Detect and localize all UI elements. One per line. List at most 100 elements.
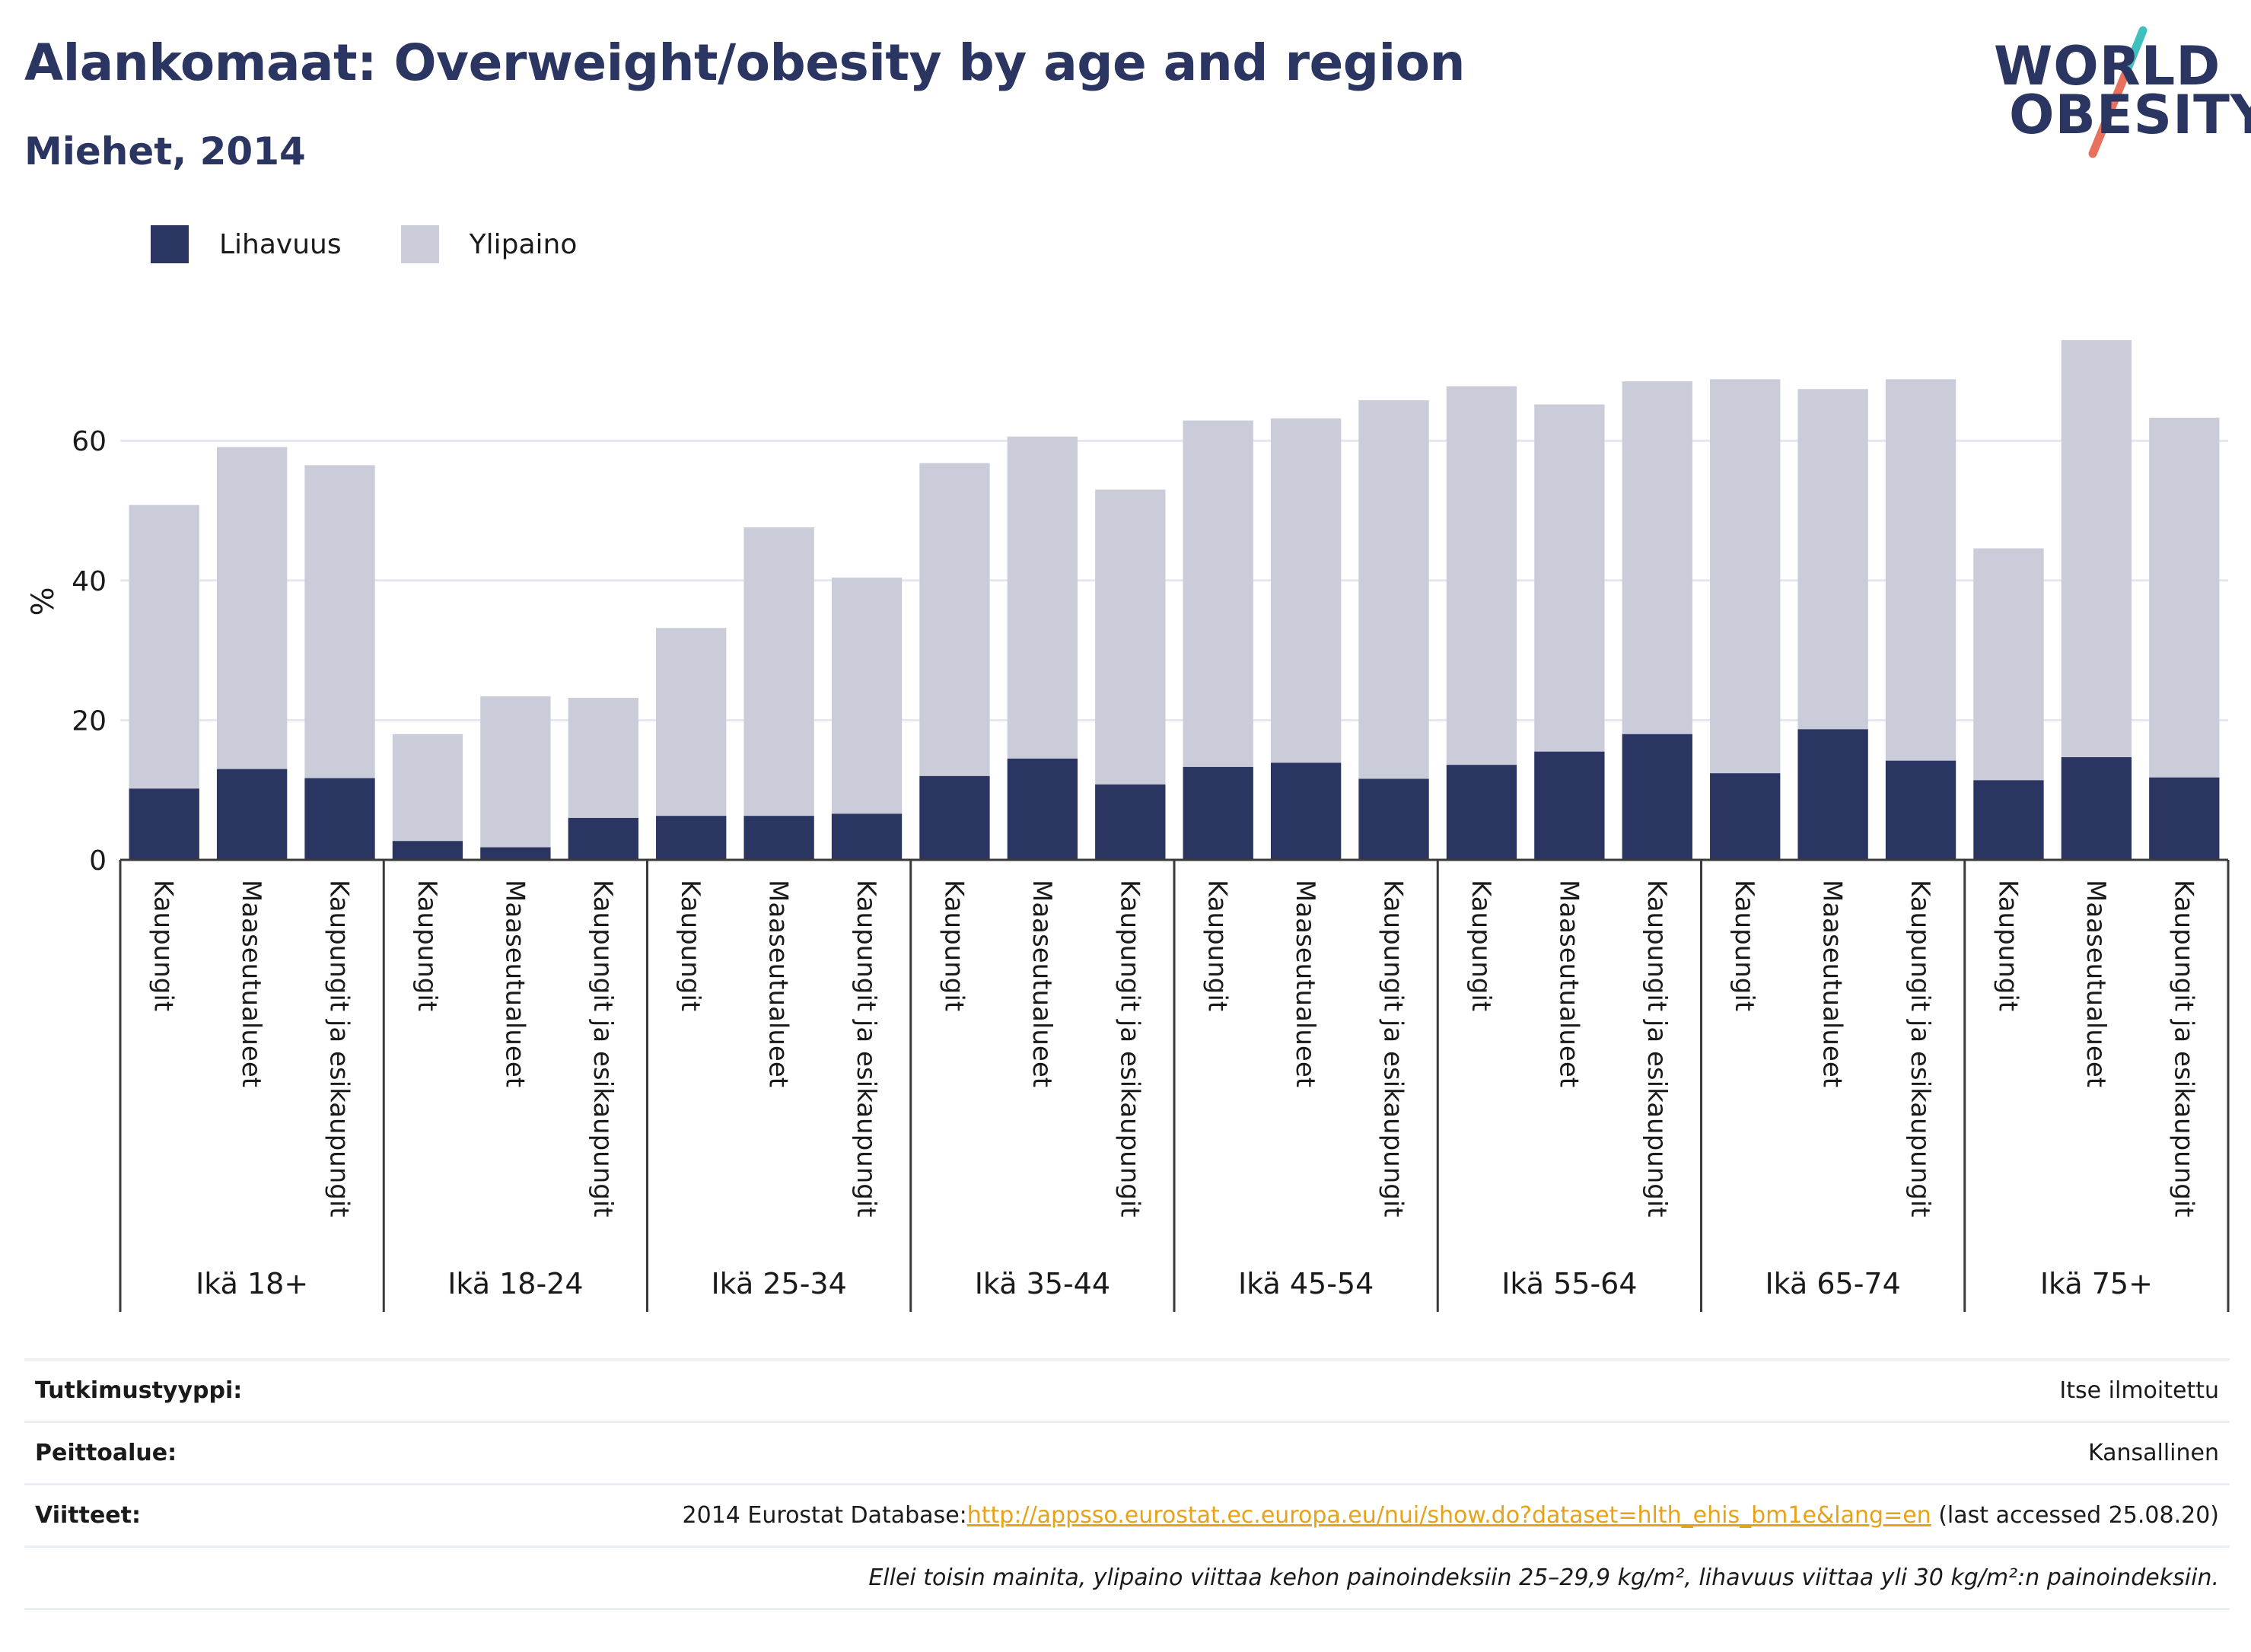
bar-obesity [480,847,551,860]
x-category-label: Maaseutualueet [2081,880,2111,1087]
x-category-label: Kaupungit ja esikaupungit [1378,880,1409,1218]
bar-obesity [392,841,463,860]
x-category-label: Kaupungit ja esikaupungit [324,880,355,1218]
references-link[interactable]: http://appsso.eurostat.ec.europa.eu/nui/… [966,1502,1931,1529]
x-category-label: Kaupungit [1202,880,1233,1011]
bar-obesity [656,816,727,860]
references-value: 2014 Eurostat Database:http://appsso.eur… [350,1483,2230,1547]
bar-obesity [1710,773,1781,860]
legend: Lihavuus Ylipaino [151,225,636,263]
bar-obesity [1622,734,1692,860]
bar-overweight [1446,386,1517,766]
x-group-label: Ikä 55-64 [1501,1267,1637,1300]
x-category-label: Kaupungit [675,880,705,1011]
bar-overweight [1358,399,1429,779]
bar-overweight [2149,417,2220,778]
x-group-label: Ikä 18-24 [447,1267,583,1300]
x-group-label: Ikä 35-44 [975,1267,1110,1300]
bar-overweight [919,463,990,776]
bar-overweight [656,628,727,816]
references-prefix: 2014 Eurostat Database: [682,1502,967,1529]
bar-overweight [1534,404,1605,752]
bar-overweight [392,734,463,842]
logo-slash-icon [2088,26,2148,158]
chart-subtitle: Miehet, 2014 [24,129,306,173]
bar-obesity [1007,758,1078,860]
bar-obesity [1270,762,1342,860]
survey-type-label: Tutkimustyyppi: [24,1358,350,1422]
bar-overweight [1710,379,1781,774]
info-row-note: Ellei toisin mainita, ylipaino viittaa k… [24,1545,2230,1610]
chart-title: Alankomaat: Overweight/obesity by age an… [24,33,1465,92]
x-category-label: Kaupungit ja esikaupungit [2168,880,2198,1218]
x-category-label: Kaupungit ja esikaupungit [587,880,618,1218]
y-tick-label: 40 [72,566,107,597]
x-category-label: Kaupungit [412,880,442,1011]
bar-overweight [1622,381,1692,734]
x-category-label: Kaupungit [1466,880,1496,1011]
bar-obesity [1095,784,1166,860]
bar-overweight [2061,340,2132,758]
x-category-label: Kaupungit [1992,880,2023,1011]
x-category-label: Maaseutualueet [499,880,530,1087]
bar-obesity [1885,760,1956,860]
bar-obesity [1534,751,1605,860]
x-category-label: Kaupungit [1729,880,1759,1011]
bar-overweight [743,527,814,816]
x-category-label: Maaseutualueet [1553,880,1584,1087]
legend-label-overweight: Ylipaino [469,228,578,260]
legend-swatch-overweight [400,225,439,263]
bar-obesity [2149,777,2220,860]
bar-overweight [1270,418,1342,763]
bar-overweight [1095,489,1166,785]
bar-obesity [304,778,375,860]
bar-obesity [743,816,814,860]
legend-item-overweight: Ylipaino [400,225,578,263]
legend-item-obesity: Lihavuus [151,225,342,263]
bar-overweight [1007,436,1078,759]
logo-obesity-text: OBESITY [2009,84,2251,146]
info-row-survey: Tutkimustyyppi: Itse ilmoitettu [24,1358,2230,1422]
info-row-references: Viitteet: 2014 Eurostat Database:http://… [24,1483,2230,1547]
legend-swatch-obesity [151,225,189,263]
x-group-label: Ikä 25-34 [711,1267,846,1300]
x-category-label: Kaupungit ja esikaupungit [1641,880,1672,1218]
references-label: Viitteet: [24,1483,350,1547]
world-obesity-logo: WORLD OBESITY [1979,23,2251,160]
x-group-label: Ikä 75+ [2040,1267,2153,1300]
definition-note: Ellei toisin mainita, ylipaino viittaa k… [350,1545,2230,1610]
info-row-coverage: Peittoalue: Kansallinen [24,1421,2230,1485]
x-group-label: Ikä 18+ [196,1267,308,1300]
x-category-label: Maaseutualueet [1027,880,1057,1087]
x-category-label: Maaseutualueet [1817,880,1848,1087]
bar-obesity [2061,757,2132,860]
bar-overweight [129,505,199,789]
coverage-label: Peittoalue: [24,1421,350,1485]
y-axis-label: % [26,587,61,616]
bar-overweight [480,696,551,848]
bar-overweight [216,447,288,769]
y-tick-label: 0 [89,845,107,877]
bar-overweight [1797,389,1868,730]
bar-obesity [216,769,288,860]
bar-obesity [1358,778,1429,860]
survey-type-value: Itse ilmoitettu [350,1358,2230,1422]
bar-obesity [831,813,903,860]
x-category-label: Maaseutualueet [1290,880,1320,1087]
y-tick-label: 60 [72,426,107,457]
logo-world-text: WORLD [1994,35,2221,97]
x-category-label: Kaupungit ja esikaupungit [851,880,881,1218]
x-category-label: Maaseutualueet [763,880,794,1087]
x-category-label: Kaupungit [148,880,179,1011]
note-label-empty [24,1545,350,1610]
x-group-label: Ikä 65-74 [1765,1267,1900,1300]
x-category-label: Kaupungit ja esikaupungit [1905,880,1935,1218]
x-category-label: Kaupungit ja esikaupungit [1114,880,1145,1218]
legend-label-obesity: Lihavuus [219,228,342,260]
bar-obesity [1183,766,1253,860]
bar-overweight [831,578,903,814]
stacked-bar-chart: 0 20 40 60% Kaupungit Maaseutualueet Kaupungit… [26,340,2230,1312]
bar-overweight [304,465,375,778]
info-table: Tutkimustyyppi: Itse ilmoitettu Peittoal… [24,1358,2230,1610]
bar-obesity [1446,765,1517,860]
